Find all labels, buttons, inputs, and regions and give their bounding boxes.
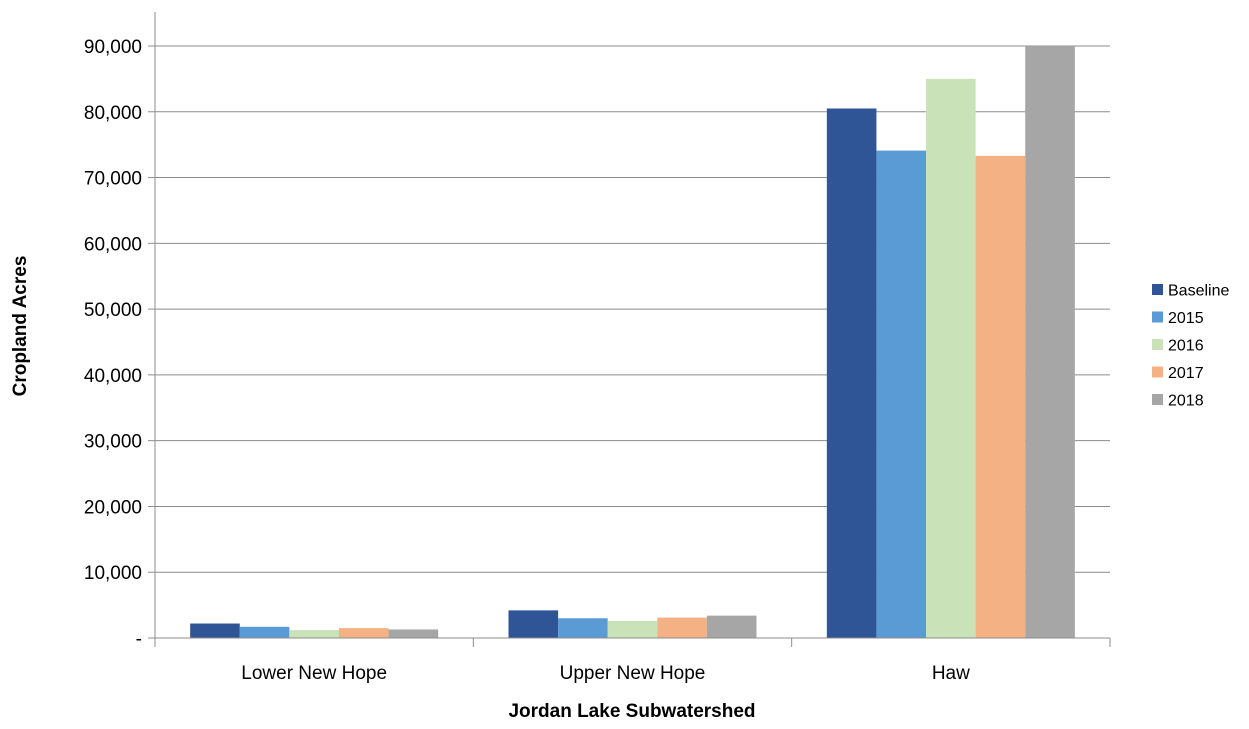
bar-haw-baseline <box>826 108 877 638</box>
bar-haw-2018 <box>1025 45 1075 638</box>
x-tick-label: Lower New Hope <box>241 663 387 684</box>
bar-lower-new-hope-2018 <box>388 629 439 638</box>
y-tick-label: - <box>136 629 142 650</box>
axes <box>148 12 1111 647</box>
x-tick-label: Upper New Hope <box>560 663 706 684</box>
bar-haw-2017 <box>975 155 1026 639</box>
bar-lower-new-hope-2017 <box>338 628 389 638</box>
bar-upper-new-hope-2015 <box>558 618 608 638</box>
legend-label: Baseline <box>1168 283 1229 300</box>
y-tick-label: 40,000 <box>84 366 142 387</box>
bar-lower-new-hope-2016 <box>289 630 339 638</box>
tick-labels: - 10,000 20,000 30,000 40,000 50,000 60,000 70,… <box>84 37 970 684</box>
legend-swatch <box>1152 339 1163 350</box>
y-tick-label: 70,000 <box>84 169 142 190</box>
bar-upper-new-hope-2017 <box>657 617 707 638</box>
y-tick-label: 10,000 <box>84 563 142 584</box>
x-axis-title: Jordan Lake Subwatershed <box>508 701 755 722</box>
legend: Baseline 2015 2016 2017 2018 <box>1152 283 1229 410</box>
bar-haw-2016 <box>926 78 976 638</box>
x-tick-label: Haw <box>932 663 970 684</box>
legend-label: 2017 <box>1168 365 1204 382</box>
bar-upper-new-hope-2016 <box>607 620 658 638</box>
bar-upper-new-hope-baseline <box>508 610 559 638</box>
legend-swatch <box>1152 366 1163 378</box>
bars <box>190 45 1075 639</box>
bar-lower-new-hope-2015 <box>239 626 290 638</box>
legend-swatch <box>1152 394 1163 405</box>
legend-label: 2018 <box>1168 393 1204 410</box>
gridlines <box>155 45 1110 573</box>
legend-swatch <box>1152 311 1163 323</box>
y-tick-label: 60,000 <box>84 234 142 255</box>
y-tick-label: 30,000 <box>84 432 142 453</box>
y-tick-label: 50,000 <box>84 300 142 321</box>
legend-label: 2015 <box>1168 310 1204 327</box>
y-tick-label: 20,000 <box>84 497 142 518</box>
legend-label: 2016 <box>1168 338 1204 355</box>
legend-swatch <box>1152 284 1163 295</box>
y-tick-label: 80,000 <box>84 103 142 124</box>
bar-lower-new-hope-baseline <box>190 623 240 638</box>
y-tick-label: 90,000 <box>84 37 142 58</box>
y-axis-title: Cropland Acres <box>10 256 31 397</box>
bar-upper-new-hope-2018 <box>706 615 757 638</box>
bar-haw-2015 <box>876 150 927 638</box>
